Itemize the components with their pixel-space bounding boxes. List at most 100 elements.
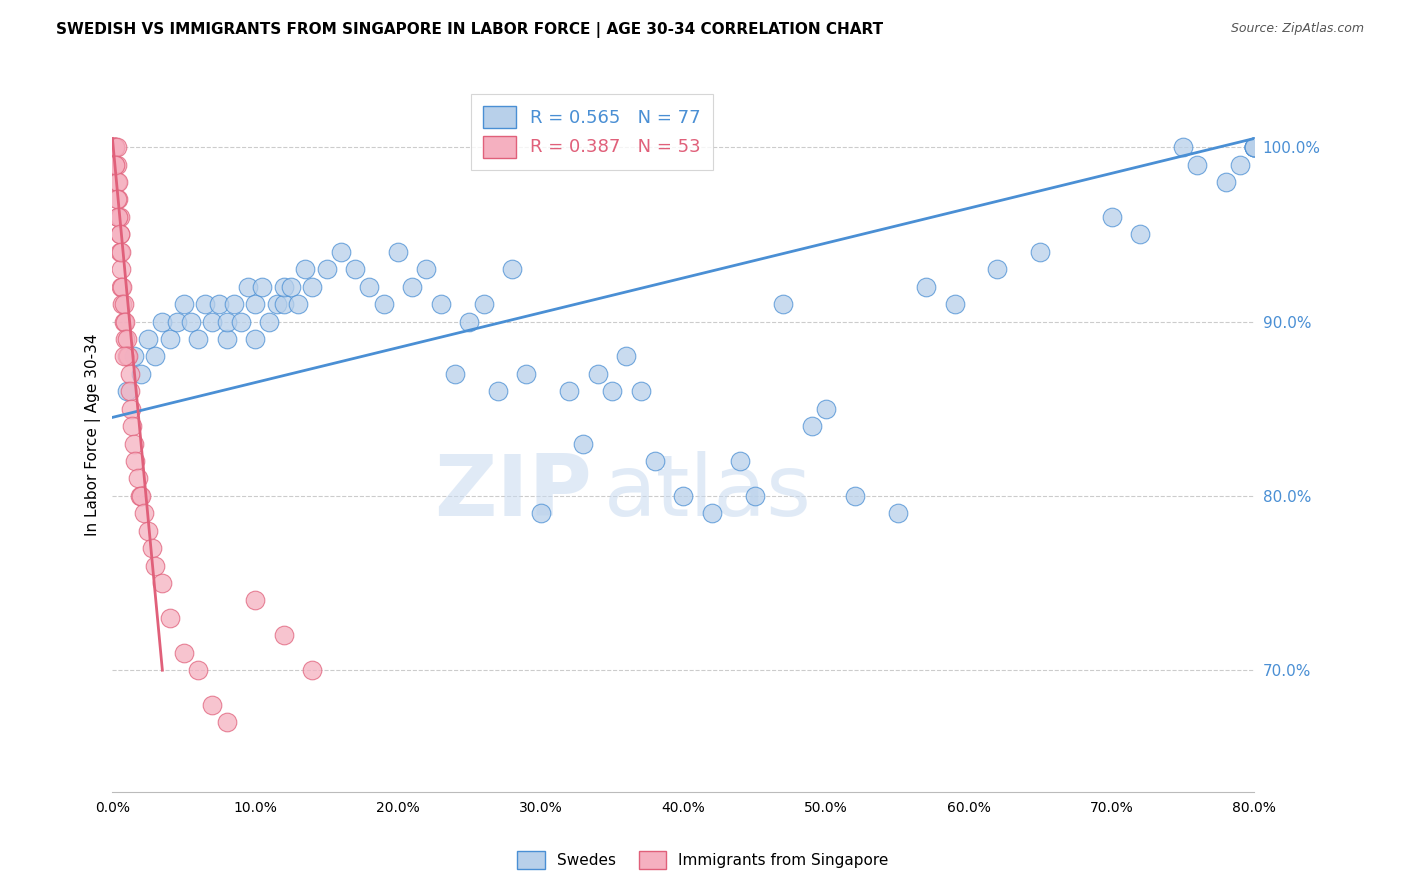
Point <box>107 210 129 224</box>
Point <box>103 140 125 154</box>
Point <box>128 489 150 503</box>
Point <box>208 297 231 311</box>
Point <box>108 244 131 259</box>
Point <box>107 210 129 224</box>
Point <box>222 297 245 311</box>
Point <box>136 524 159 538</box>
Point <box>117 350 139 364</box>
Point <box>166 314 188 328</box>
Point <box>215 314 238 328</box>
Point <box>600 384 623 399</box>
Point <box>415 262 437 277</box>
Point <box>672 489 695 503</box>
Point <box>129 489 152 503</box>
Point <box>173 646 195 660</box>
Point <box>572 436 595 450</box>
Point <box>187 332 209 346</box>
Point <box>344 262 367 277</box>
Point <box>501 262 523 277</box>
Point <box>124 454 146 468</box>
Point <box>558 384 581 399</box>
Point <box>294 262 316 277</box>
Point <box>201 698 224 712</box>
Point <box>1029 244 1052 259</box>
Point <box>301 279 323 293</box>
Point <box>1171 140 1194 154</box>
Point <box>287 297 309 311</box>
Legend: R = 0.565   N = 77, R = 0.387   N = 53: R = 0.565 N = 77, R = 0.387 N = 53 <box>471 94 713 170</box>
Point <box>1243 140 1265 154</box>
Point <box>315 262 337 277</box>
Point <box>1243 140 1265 154</box>
Point <box>243 593 266 607</box>
Point <box>644 454 666 468</box>
Point <box>104 158 127 172</box>
Point <box>273 628 295 642</box>
Point <box>129 367 152 381</box>
Point <box>1243 140 1265 154</box>
Point <box>136 332 159 346</box>
Point <box>252 279 274 293</box>
Point <box>301 663 323 677</box>
Point <box>150 576 173 591</box>
Point <box>1101 210 1123 224</box>
Text: Source: ZipAtlas.com: Source: ZipAtlas.com <box>1230 22 1364 36</box>
Point <box>121 419 143 434</box>
Point <box>104 140 127 154</box>
Point <box>515 367 537 381</box>
Point <box>104 140 127 154</box>
Point <box>730 454 752 468</box>
Point <box>586 367 609 381</box>
Point <box>943 297 966 311</box>
Y-axis label: In Labor Force | Age 30-34: In Labor Force | Age 30-34 <box>86 334 101 536</box>
Point <box>115 332 138 346</box>
Point <box>1243 140 1265 154</box>
Point <box>105 175 128 189</box>
Point <box>273 279 295 293</box>
Point <box>815 401 838 416</box>
Point <box>132 506 155 520</box>
Point <box>401 279 423 293</box>
Point <box>614 350 637 364</box>
Point <box>110 244 132 259</box>
Point <box>141 541 163 556</box>
Point <box>173 297 195 311</box>
Point <box>159 611 181 625</box>
Point <box>105 193 128 207</box>
Point <box>744 489 766 503</box>
Point <box>201 314 224 328</box>
Point <box>120 401 142 416</box>
Point <box>243 297 266 311</box>
Point <box>114 314 136 328</box>
Point <box>273 297 295 311</box>
Point <box>800 419 823 434</box>
Point <box>236 279 259 293</box>
Point <box>359 279 381 293</box>
Point <box>429 297 451 311</box>
Point <box>187 663 209 677</box>
Point <box>986 262 1008 277</box>
Point <box>530 506 553 520</box>
Point <box>115 350 138 364</box>
Point <box>118 384 141 399</box>
Point <box>108 227 131 242</box>
Text: atlas: atlas <box>603 450 811 533</box>
Point <box>105 140 128 154</box>
Point <box>108 210 131 224</box>
Point <box>112 314 135 328</box>
Point <box>1243 140 1265 154</box>
Point <box>107 193 129 207</box>
Text: SWEDISH VS IMMIGRANTS FROM SINGAPORE IN LABOR FORCE | AGE 30-34 CORRELATION CHAR: SWEDISH VS IMMIGRANTS FROM SINGAPORE IN … <box>56 22 883 38</box>
Point <box>280 279 302 293</box>
Point <box>143 350 166 364</box>
Point <box>472 297 495 311</box>
Point <box>159 332 181 346</box>
Point <box>1229 158 1251 172</box>
Point <box>150 314 173 328</box>
Point <box>105 158 128 172</box>
Point <box>194 297 217 311</box>
Point <box>143 558 166 573</box>
Point <box>1129 227 1152 242</box>
Point <box>115 384 138 399</box>
Point <box>108 227 131 242</box>
